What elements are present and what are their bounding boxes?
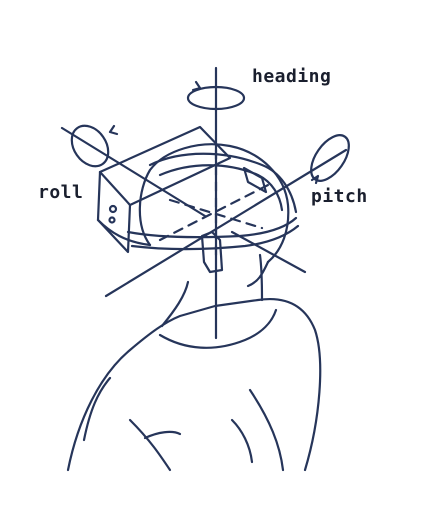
ear bbox=[246, 260, 270, 288]
pitch-rotation-arrow-icon bbox=[310, 134, 350, 185]
headset-box-side bbox=[96, 170, 132, 254]
shirt-crease-1 bbox=[143, 430, 182, 440]
headset-button-1 bbox=[108, 204, 118, 214]
heading-label: heading bbox=[252, 66, 332, 87]
pitch-label: pitch bbox=[311, 186, 368, 207]
top-strap bbox=[148, 152, 298, 214]
roll-label: roll bbox=[38, 182, 84, 203]
arm-fold-2 bbox=[248, 388, 285, 472]
heading-rotation-arrow-icon bbox=[186, 80, 246, 111]
strap-buckle bbox=[242, 166, 268, 194]
side-strap-lower bbox=[130, 224, 300, 251]
hidden-axes bbox=[158, 148, 272, 260]
torso-outline bbox=[66, 298, 322, 472]
roll-rotation-arrow-icon bbox=[70, 124, 119, 168]
head-outline bbox=[138, 143, 290, 264]
torso-left-edge bbox=[82, 376, 112, 442]
shirt-crease-2 bbox=[230, 418, 254, 464]
pitch-axis bbox=[104, 148, 348, 298]
headset-box-bottom bbox=[96, 218, 152, 247]
neck-left bbox=[160, 280, 190, 328]
neck-right bbox=[258, 253, 264, 302]
arm-fold-1 bbox=[128, 418, 172, 472]
roll-axis-lower bbox=[230, 230, 307, 274]
headset-box bbox=[98, 125, 232, 207]
headset-button-2 bbox=[108, 216, 116, 224]
shirt-collar bbox=[158, 308, 278, 349]
side-strap bbox=[126, 216, 298, 239]
roll-axis-upper bbox=[60, 126, 207, 218]
